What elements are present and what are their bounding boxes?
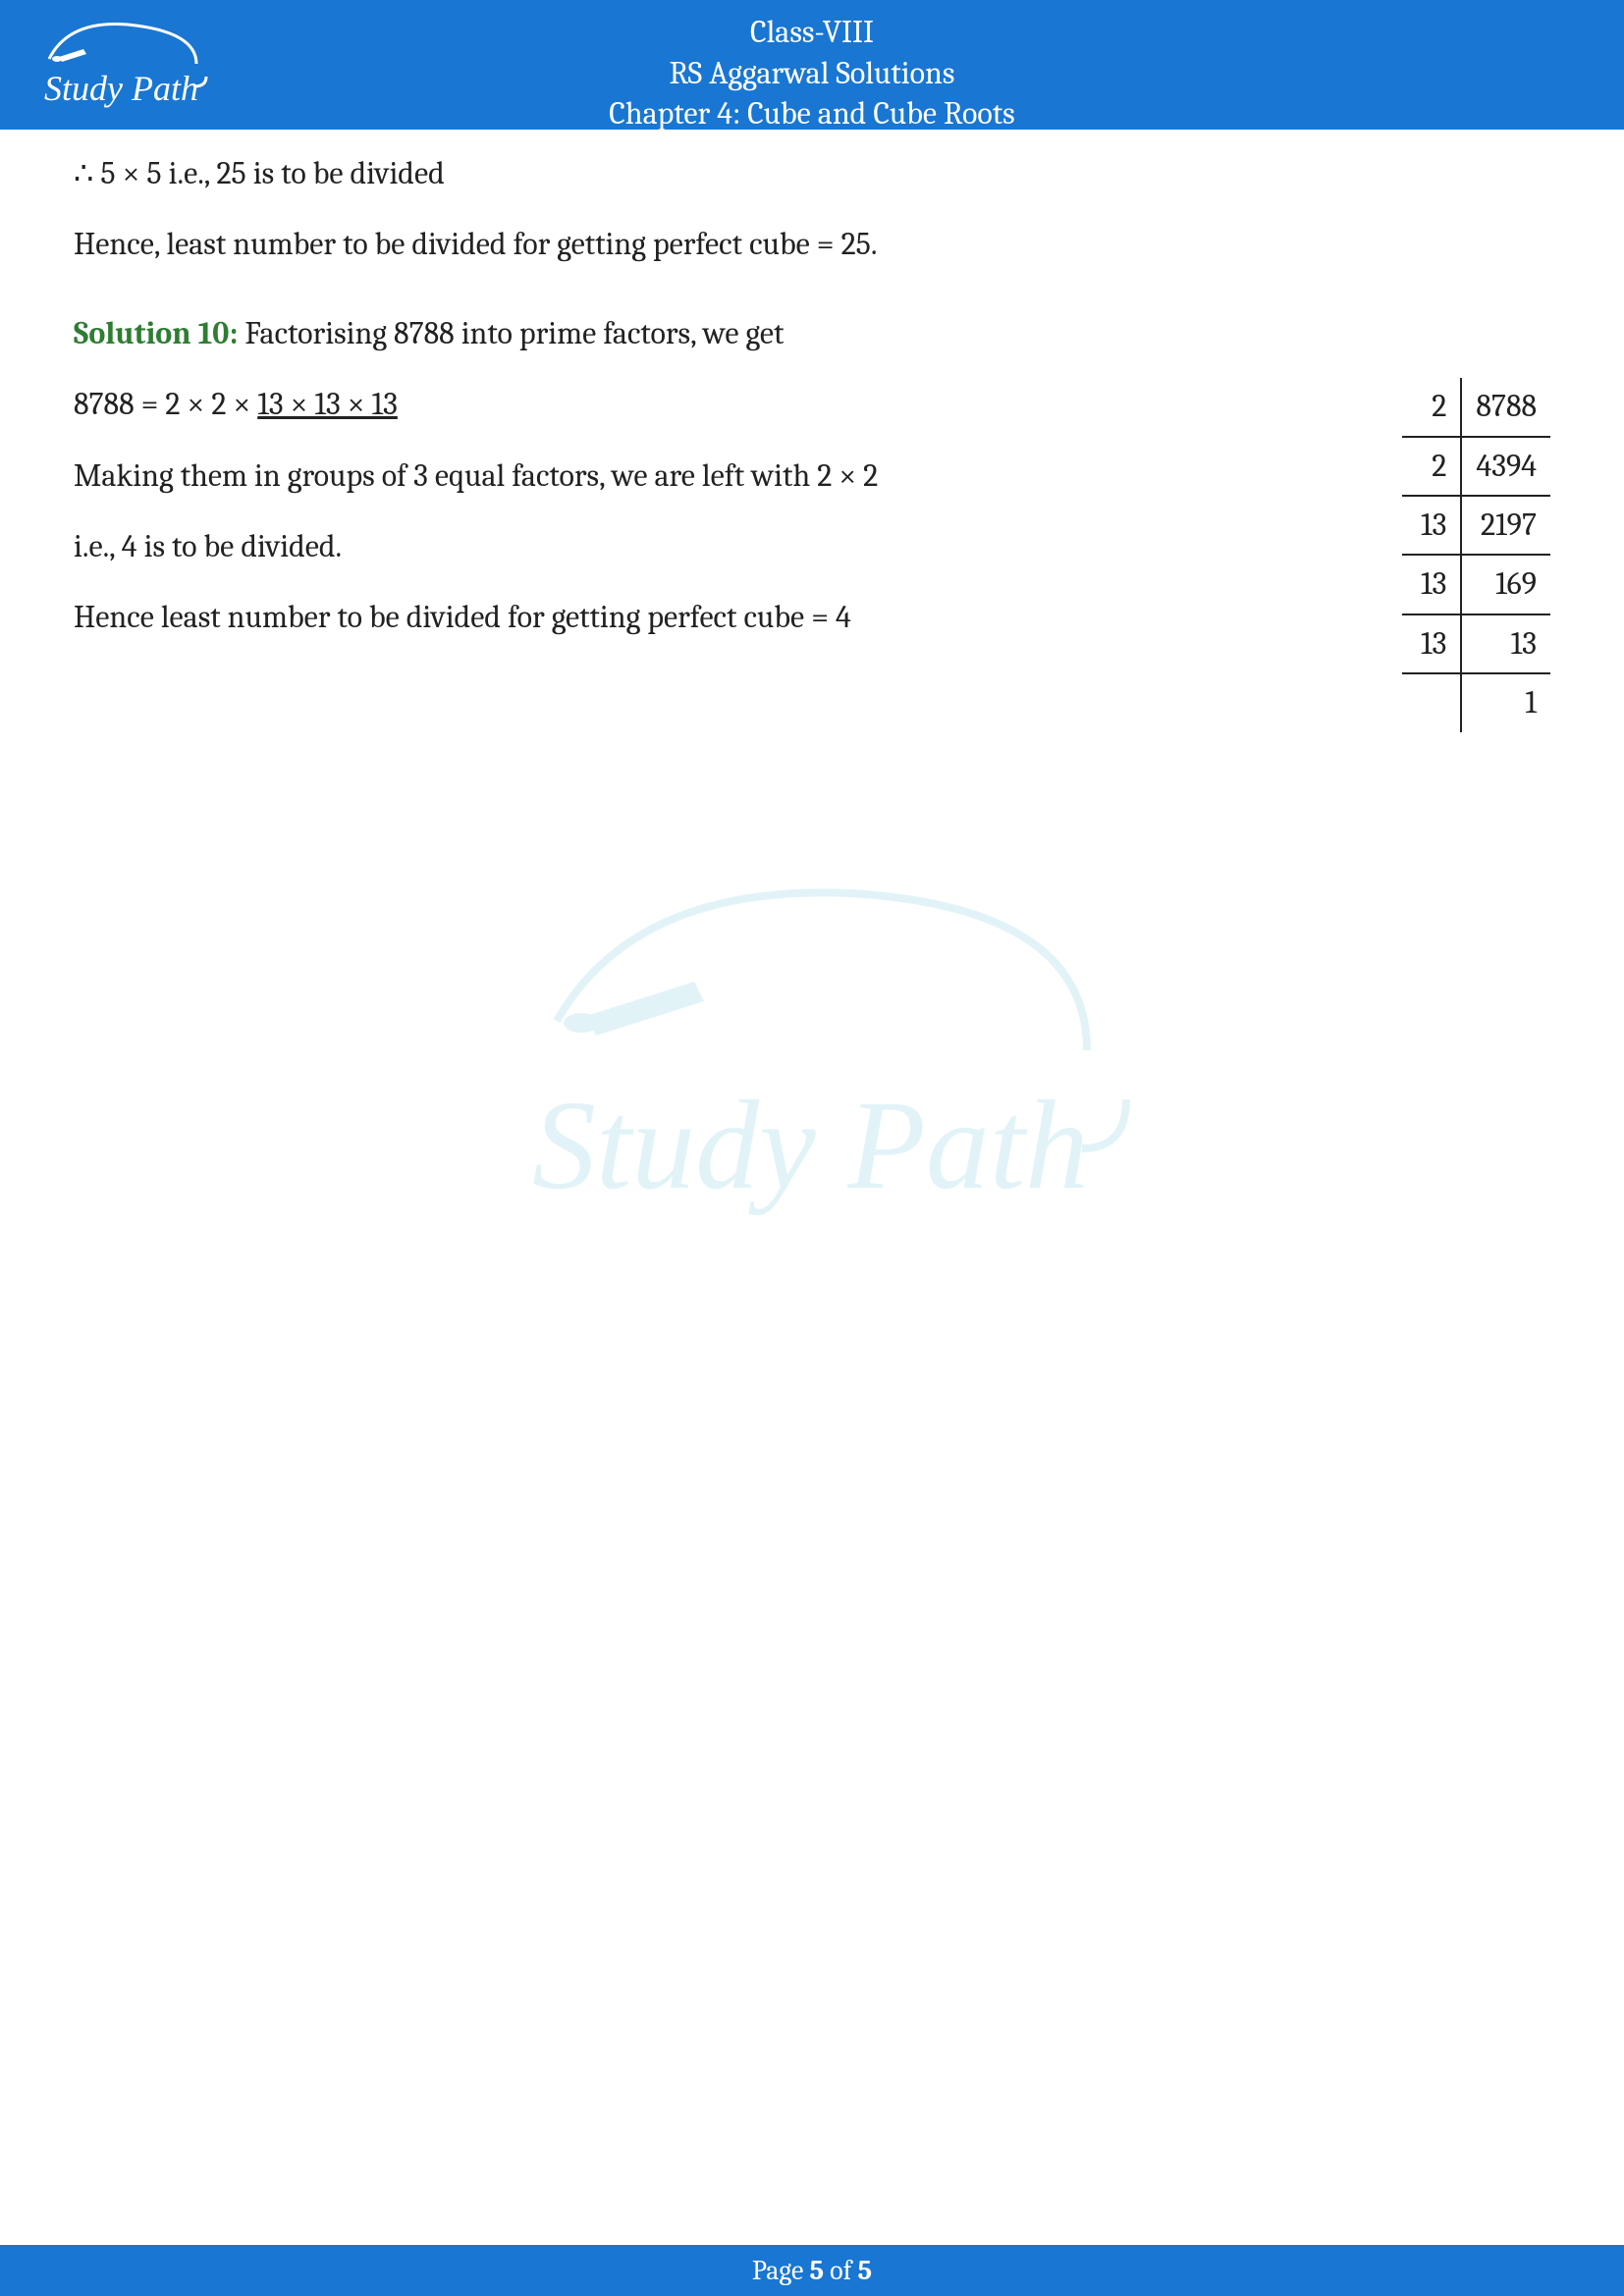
- header-titles: Class-VIII RS Aggarwal Solutions Chapter…: [0, 12, 1624, 134]
- division-divisor: 13: [1402, 614, 1461, 673]
- factorisation-line: 8788 = 2 × 2 × 13 × 13 × 13: [74, 378, 1373, 431]
- intro-line: ∴ 5 × 5 i.e., 25 is to be divided: [74, 147, 1550, 200]
- division-value: 169: [1461, 555, 1550, 614]
- sol10-line2: Making them in groups of 3 equal factors…: [74, 450, 1373, 503]
- solution-10-intro-text: Factorising 8788 into prime factors, we …: [244, 315, 784, 351]
- header-class: Class-VIII: [0, 12, 1624, 53]
- division-value: 1: [1461, 673, 1550, 731]
- header-book: RS Aggarwal Solutions: [0, 53, 1624, 94]
- footer-of: of: [824, 2255, 858, 2286]
- solution-10-label: Solution 10:: [74, 315, 238, 351]
- division-divisor: 13: [1402, 555, 1461, 614]
- factorisation-prefix: 8788 = 2 × 2 ×: [74, 386, 257, 422]
- footer-prefix: Page: [752, 2255, 810, 2286]
- solution-10-row: 8788 = 2 × 2 × 13 × 13 × 13 Making them …: [74, 378, 1550, 731]
- division-divisor: 2: [1402, 378, 1461, 436]
- division-divisor: [1402, 673, 1461, 731]
- division-value: 13: [1461, 614, 1550, 673]
- division-divisor: 2: [1402, 437, 1461, 496]
- header-chapter: Chapter 4: Cube and Cube Roots: [0, 93, 1624, 134]
- study-path-logo: Study Path: [29, 10, 226, 118]
- footer-bar: Page 5 of 5: [0, 2245, 1624, 2296]
- watermark-logo: Study Path: [439, 854, 1185, 1266]
- sol10-line3: i.e., 4 is to be divided.: [74, 520, 1373, 573]
- footer-total: 5: [858, 2255, 873, 2286]
- division-divisor: 13: [1402, 496, 1461, 555]
- page-content: ∴ 5 × 5 i.e., 25 is to be divided Hence,…: [0, 130, 1624, 732]
- svg-text:Study Path: Study Path: [532, 1075, 1089, 1216]
- logo-text: Study Path: [44, 69, 198, 108]
- header-bar: Study Path Class-VIII RS Aggarwal Soluti…: [0, 0, 1624, 130]
- solution-10-intro: Solution 10: Factorising 8788 into prime…: [74, 307, 1550, 360]
- footer-current: 5: [809, 2255, 824, 2286]
- factorisation-underlined: 13 × 13 × 13: [257, 386, 398, 422]
- division-value: 8788: [1461, 378, 1550, 436]
- division-ladder: 28788243941321971316913131: [1402, 378, 1550, 731]
- division-value: 2197: [1461, 496, 1550, 555]
- division-value: 4394: [1461, 437, 1550, 496]
- solution-10-text: 8788 = 2 × 2 × 13 × 13 × 13 Making them …: [74, 378, 1373, 663]
- intro-conclusion: Hence, least number to be divided for ge…: [74, 218, 1550, 271]
- sol10-line4: Hence least number to be divided for get…: [74, 591, 1373, 644]
